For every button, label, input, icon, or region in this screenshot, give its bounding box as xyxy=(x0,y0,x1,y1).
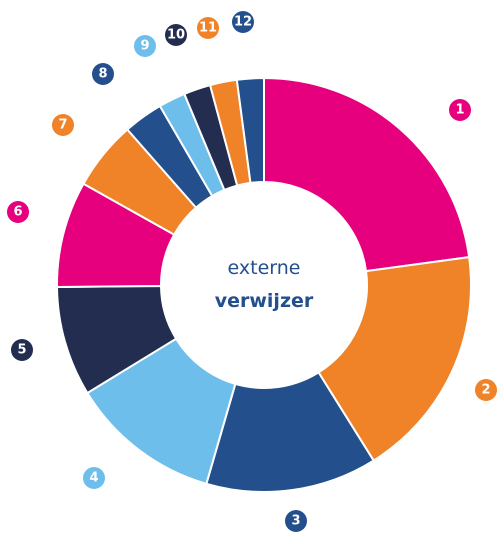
slice-label: 5 xyxy=(17,343,26,358)
label-marker xyxy=(232,11,254,33)
slice-label: 9 xyxy=(140,39,149,54)
slice-label: 1 xyxy=(455,103,464,118)
label-marker xyxy=(475,379,497,401)
label-marker xyxy=(285,510,307,532)
slice-label: 2 xyxy=(481,383,490,398)
slice-label: 3 xyxy=(291,514,300,529)
slice-label: 4 xyxy=(89,471,98,486)
center-text: verwijzer xyxy=(215,290,314,312)
label-marker xyxy=(197,17,219,39)
slice-label: 7 xyxy=(58,118,67,133)
label-marker xyxy=(7,201,29,223)
donut xyxy=(55,76,472,493)
slice-label: 11 xyxy=(199,21,217,36)
slice-label: 6 xyxy=(13,205,22,220)
label-marker xyxy=(449,99,471,121)
donut-slice xyxy=(317,256,472,462)
label-marker xyxy=(165,24,187,46)
label-marker xyxy=(52,114,74,136)
label-marker xyxy=(134,35,156,57)
label-marker xyxy=(92,63,114,85)
slice-label: 12 xyxy=(234,15,252,30)
label-marker xyxy=(11,339,33,361)
label-marker xyxy=(83,467,105,489)
donut-slice xyxy=(235,76,265,185)
center-text: externe xyxy=(228,257,301,279)
slice-label: 8 xyxy=(98,67,107,82)
donut-slice xyxy=(263,76,471,273)
slice-label: 10 xyxy=(167,28,185,43)
